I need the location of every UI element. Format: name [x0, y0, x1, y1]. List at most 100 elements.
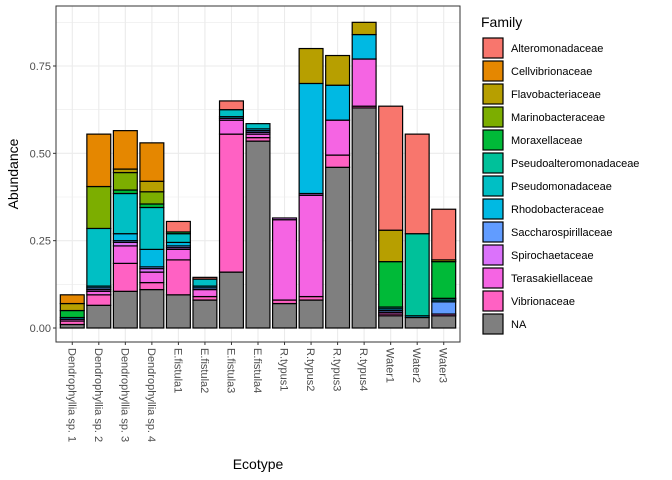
y-tick-label: 0.75: [30, 61, 51, 73]
bar-segment: [59, 302, 85, 312]
bar-segment: [351, 58, 377, 107]
legend-label: NA: [511, 319, 527, 331]
x-tick-label: E.fistula3: [224, 348, 236, 393]
bar-segment: [165, 259, 191, 296]
bar-segment: [431, 208, 457, 261]
bar-segment: [325, 154, 351, 168]
x-tick-label: R.typus1: [278, 348, 290, 391]
legend-key: [482, 37, 504, 59]
y-axis-ticks: 0.00 0.25 0.50 0.75: [30, 61, 56, 335]
bar-segment: [139, 281, 165, 291]
bar-segment: [139, 180, 165, 193]
legend-key: [482, 175, 504, 197]
bar-segment: [165, 248, 191, 261]
y-tick-label: 0.00: [30, 323, 51, 335]
bar-segment: [378, 229, 404, 263]
legend-key: [482, 313, 504, 335]
legend-key: [482, 290, 504, 312]
bar-segment: [378, 105, 404, 231]
legend-key: [482, 244, 504, 266]
bar-segment: [112, 130, 138, 170]
x-tick-label: Dendrophyllia sp. 2: [92, 348, 104, 442]
bar-segment: [325, 84, 351, 121]
legend-label: Moraxellaceae: [511, 135, 583, 147]
legend-key: [482, 60, 504, 82]
bar-segment: [271, 217, 298, 221]
bar-segment: [351, 33, 377, 60]
bar-segment: [245, 140, 271, 329]
x-axis-ticks: Dendrophyllia sp. 1 Dendrophyllia sp. 2 De…: [65, 342, 449, 442]
bar-segment: [351, 21, 377, 36]
bar-segment: [192, 288, 218, 298]
x-tick-label: R.typus3: [331, 348, 343, 391]
bar-segment: [112, 233, 138, 242]
bar-segment: [139, 271, 165, 284]
legend-key: [482, 106, 504, 128]
bar-segment: [218, 271, 245, 329]
legend-title: Family: [481, 14, 522, 30]
legend-key: [482, 83, 504, 105]
x-tick-label: R.typus2: [304, 348, 316, 391]
bar-segment: [271, 219, 298, 301]
legend-key: [482, 267, 504, 289]
bar-segment: [325, 119, 351, 156]
bar-segment: [112, 262, 138, 292]
legend-label: Marinobacteraceae: [511, 112, 605, 124]
y-tick-label: 0.50: [30, 148, 51, 160]
legend-key: [482, 221, 504, 243]
bar-segment: [378, 261, 404, 308]
bar-segment: [245, 123, 271, 130]
bar-segment: [218, 119, 245, 135]
bar-segment: [86, 304, 112, 329]
bar-segment: [298, 299, 324, 329]
legend-key: [482, 198, 504, 220]
x-tick-label: Water3: [437, 348, 449, 383]
bar-segment: [86, 227, 112, 287]
x-tick-label: Water2: [410, 348, 422, 383]
bar-segment: [325, 54, 351, 86]
legend-label: Alteromonadaceae: [511, 43, 603, 55]
bar-segment: [139, 288, 165, 329]
bar-segment: [431, 315, 457, 329]
x-tick-label: Dendrophyllia sp. 3: [118, 348, 130, 442]
legend-label: Saccharospirillaceae: [511, 227, 613, 239]
bar-segment: [404, 316, 430, 329]
x-tick-label: Dendrophyllia sp. 4: [145, 348, 157, 442]
legend-label: Pseudomonadaceae: [511, 181, 612, 193]
bar-segment: [192, 276, 218, 280]
bar-segment: [298, 47, 324, 85]
legend-label: Rhodobacteraceae: [511, 204, 604, 216]
bar-segment: [112, 171, 138, 191]
bar-segment: [165, 233, 191, 244]
bar-segment: [86, 133, 112, 188]
bar-segment: [139, 142, 165, 182]
legend-label: Cellvibrionaceae: [511, 66, 592, 78]
x-axis-title: Ecotype: [233, 456, 284, 472]
legend-key: [482, 129, 504, 151]
bar-segment: [86, 185, 112, 230]
bars: [59, 21, 457, 329]
x-tick-label: R.typus4: [357, 348, 369, 391]
bar-segment: [139, 248, 165, 268]
bar-segment: [404, 233, 430, 317]
bar-segment: [112, 192, 138, 235]
bar-segment: [139, 191, 165, 205]
legend-label: Pseudoalteromonadaceae: [511, 158, 639, 170]
bar-segment: [218, 133, 245, 273]
bar-segment: [59, 309, 85, 319]
bar-segment: [165, 294, 191, 329]
bar-segment: [298, 194, 324, 298]
bar-segment: [112, 245, 138, 264]
bar-segment: [86, 294, 112, 306]
bar-segment: [271, 302, 298, 329]
legend-label: Spirochaetaceae: [511, 250, 594, 262]
bar-segment: [431, 301, 457, 315]
legend-label: Terasakiellaceae: [511, 273, 593, 285]
bar-segment: [218, 100, 245, 111]
legend: Alteromonadaceae Cellvibrionaceae Flavobac…: [482, 37, 639, 335]
bar-segment: [112, 290, 138, 329]
y-tick-label: 0.25: [30, 236, 51, 248]
x-tick-label: Dendrophyllia sp. 1: [65, 348, 77, 442]
x-tick-label: E.fistula2: [198, 348, 210, 393]
